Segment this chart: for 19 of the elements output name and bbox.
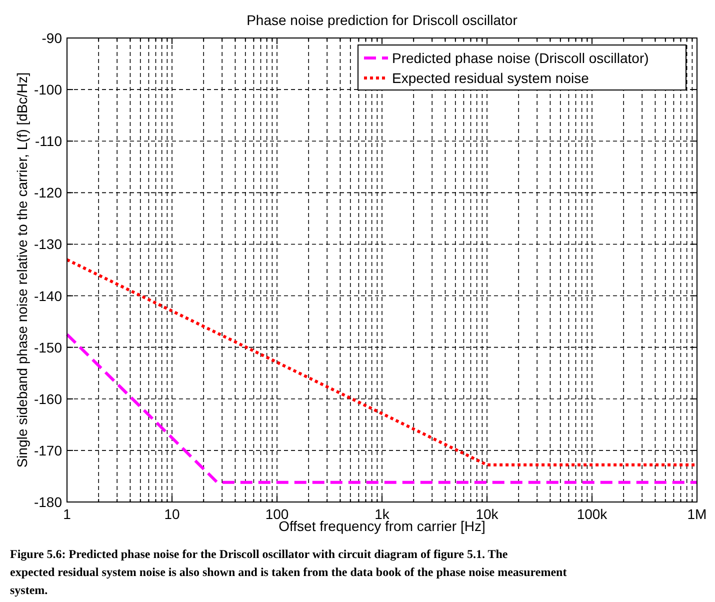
y-tick-label: -170 — [34, 442, 62, 458]
y-tick-label: -100 — [34, 82, 62, 98]
y-axis-title: Single sideband phase noise relative to the carrier, L(f) [dBc/Hz] — [14, 72, 30, 468]
y-tick-label: -120 — [34, 184, 62, 201]
x-tick-label: 10 — [164, 506, 180, 522]
y-tick-label: -140 — [34, 288, 62, 304]
x-tick-label: 100k — [576, 506, 608, 522]
y-tick-label: -130 — [34, 236, 62, 252]
y-tick-label: -160 — [34, 390, 62, 407]
y-tick-label: -180 — [34, 494, 62, 510]
legend-label: Predicted phase noise (Driscoll oscillator) — [392, 50, 649, 66]
y-tick-label: -90 — [42, 30, 62, 46]
legend-label: Expected residual system noise — [392, 70, 590, 86]
x-tick-label: 1 — [63, 506, 72, 522]
y-tick-label: -150 — [34, 339, 62, 356]
caption: Figure 5.6: Predicted phase noise for the Driscoll oscillator with circuit diagram of figure 5.1. The expected residual system noise is also shown and is taken from the data book of the phase noise measurement system. — [10, 547, 567, 597]
chart-title: Phase noise prediction for Driscoll oscillator — [246, 12, 518, 28]
y-tick-label: -110 — [35, 133, 62, 150]
x-tick-label: 1M — [687, 506, 707, 522]
